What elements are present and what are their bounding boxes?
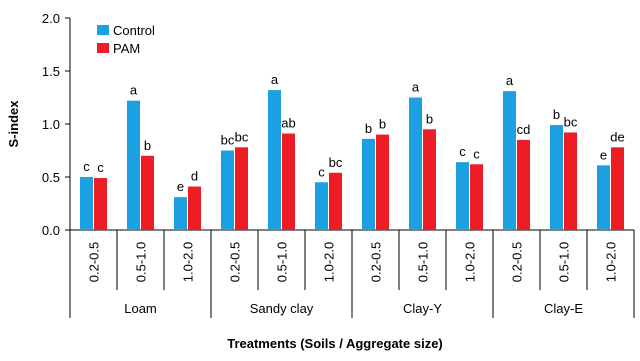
significance-label: c bbox=[459, 144, 466, 159]
bar-pam bbox=[282, 133, 295, 230]
bar-control bbox=[409, 97, 422, 230]
y-tick-label: 0.0 bbox=[42, 223, 60, 238]
bar-pam bbox=[376, 134, 389, 230]
bar-control bbox=[456, 162, 469, 230]
y-tick-label: 1.5 bbox=[42, 64, 60, 79]
plot-area: 0.00.51.01.52.0c c0.2-0.5ab0.5-1.0ed1.0-2… bbox=[42, 11, 635, 318]
bar-pam bbox=[517, 139, 530, 230]
category-label: 0.5-1.0 bbox=[557, 242, 572, 282]
bar-pam bbox=[564, 132, 577, 230]
legend-label-pam: PAM bbox=[113, 41, 140, 56]
group-label: Sandy clay bbox=[250, 301, 314, 316]
significance-label: a bbox=[130, 83, 138, 98]
significance-label: e bbox=[177, 179, 184, 194]
category-label: 1.0-2.0 bbox=[604, 242, 619, 282]
significance-label: c bbox=[318, 164, 325, 179]
significance-label: bc bbox=[564, 114, 578, 129]
significance-label: b bbox=[553, 107, 560, 122]
significance-label: a bbox=[271, 72, 279, 87]
category-label: 0.2-0.5 bbox=[87, 242, 102, 282]
category-label: 1.0-2.0 bbox=[463, 242, 478, 282]
bar-control bbox=[315, 182, 328, 230]
category-label: 0.5-1.0 bbox=[134, 242, 149, 282]
group-label: Loam bbox=[124, 301, 157, 316]
y-tick-label: 2.0 bbox=[42, 11, 60, 26]
bar-pam bbox=[141, 155, 154, 230]
bar-control bbox=[597, 165, 610, 230]
legend-label-control: Control bbox=[113, 23, 155, 38]
significance-label: c bbox=[473, 146, 480, 161]
category-label: 0.5-1.0 bbox=[416, 242, 431, 282]
significance-label: ab bbox=[281, 116, 295, 131]
group-label: Clay-E bbox=[544, 301, 583, 316]
bar-control bbox=[80, 177, 93, 230]
legend-swatch-control bbox=[97, 25, 109, 35]
legend: Control PAM bbox=[97, 23, 155, 56]
bar-control bbox=[127, 100, 140, 231]
legend-swatch-pam bbox=[97, 43, 109, 53]
bar-control bbox=[503, 91, 516, 230]
bar-pam bbox=[470, 164, 483, 230]
significance-label: a bbox=[412, 80, 420, 95]
category-label: 0.2-0.5 bbox=[228, 242, 243, 282]
significance-label: bc bbox=[235, 129, 249, 144]
significance-label: c bbox=[97, 160, 104, 175]
x-axis-title: Treatments (Soils / Aggregate size) bbox=[227, 336, 443, 351]
significance-label: e bbox=[600, 147, 607, 162]
y-axis-title: S-index bbox=[6, 100, 21, 148]
bar-pam bbox=[94, 178, 107, 230]
significance-label: b bbox=[379, 117, 386, 132]
bar-pam bbox=[329, 172, 342, 230]
category-label: 1.0-2.0 bbox=[322, 242, 337, 282]
significance-label: d bbox=[191, 169, 198, 184]
significance-label: c bbox=[83, 159, 90, 174]
bar-control bbox=[174, 197, 187, 230]
bar-control bbox=[268, 90, 281, 230]
bar-pam bbox=[611, 147, 624, 230]
bar-control bbox=[362, 138, 375, 230]
bar-control bbox=[550, 125, 563, 230]
significance-label: b bbox=[426, 111, 433, 126]
bar-pam bbox=[235, 147, 248, 230]
significance-label: b bbox=[365, 121, 372, 136]
category-label: 1.0-2.0 bbox=[181, 242, 196, 282]
group-label: Clay-Y bbox=[403, 301, 442, 316]
significance-label: b bbox=[144, 138, 151, 153]
y-tick-label: 0.5 bbox=[42, 170, 60, 185]
category-label: 0.2-0.5 bbox=[510, 242, 525, 282]
significance-label: bc bbox=[329, 155, 343, 170]
significance-label: cd bbox=[517, 122, 531, 137]
category-label: 0.5-1.0 bbox=[275, 242, 290, 282]
significance-label: de bbox=[610, 129, 624, 144]
bar-pam bbox=[423, 129, 436, 230]
significance-label: a bbox=[506, 73, 514, 88]
bar-pam bbox=[188, 186, 201, 230]
category-label: 0.2-0.5 bbox=[369, 242, 384, 282]
y-tick-label: 1.0 bbox=[42, 117, 60, 132]
significance-label: bc bbox=[221, 133, 235, 148]
bar-control bbox=[221, 150, 234, 230]
